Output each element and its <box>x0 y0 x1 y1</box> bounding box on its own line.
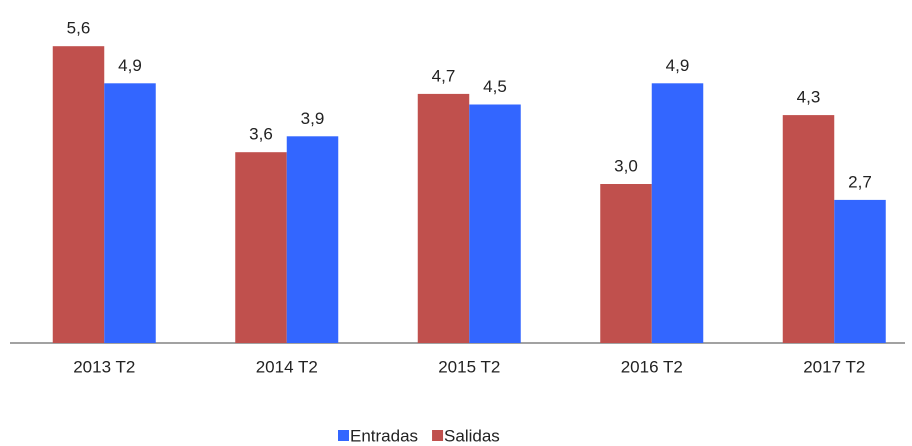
x-tick-label: 2015 T2 <box>438 357 500 376</box>
x-tick-label: 2014 T2 <box>256 357 318 376</box>
value-label: 3,9 <box>301 109 325 128</box>
bar <box>469 104 521 343</box>
x-tick-label: 2013 T2 <box>73 357 135 376</box>
bar <box>52 46 105 343</box>
legend-swatch <box>432 430 444 441</box>
value-label: 4,9 <box>666 56 690 75</box>
value-label: 4,5 <box>483 77 507 96</box>
x-tick-label: 2017 T2 <box>803 357 865 376</box>
legend-label: Entradas <box>350 426 418 445</box>
bar <box>600 184 652 343</box>
value-label: 4,7 <box>432 66 456 85</box>
value-label: 4,9 <box>118 56 142 75</box>
value-label: 3,6 <box>249 125 273 144</box>
value-label: 3,0 <box>614 156 638 175</box>
bar <box>104 83 156 344</box>
bar <box>286 136 339 343</box>
legend-swatch <box>338 430 349 441</box>
value-label: 2,7 <box>848 172 872 191</box>
bar <box>651 83 704 344</box>
bar <box>834 199 886 343</box>
bar <box>235 152 287 343</box>
x-tick-label: 2016 T2 <box>621 357 683 376</box>
value-label: 5,6 <box>67 19 91 38</box>
legend-label: Salidas <box>444 426 500 445</box>
bar <box>782 115 835 343</box>
bar <box>417 93 470 344</box>
value-label: 4,3 <box>797 88 821 107</box>
